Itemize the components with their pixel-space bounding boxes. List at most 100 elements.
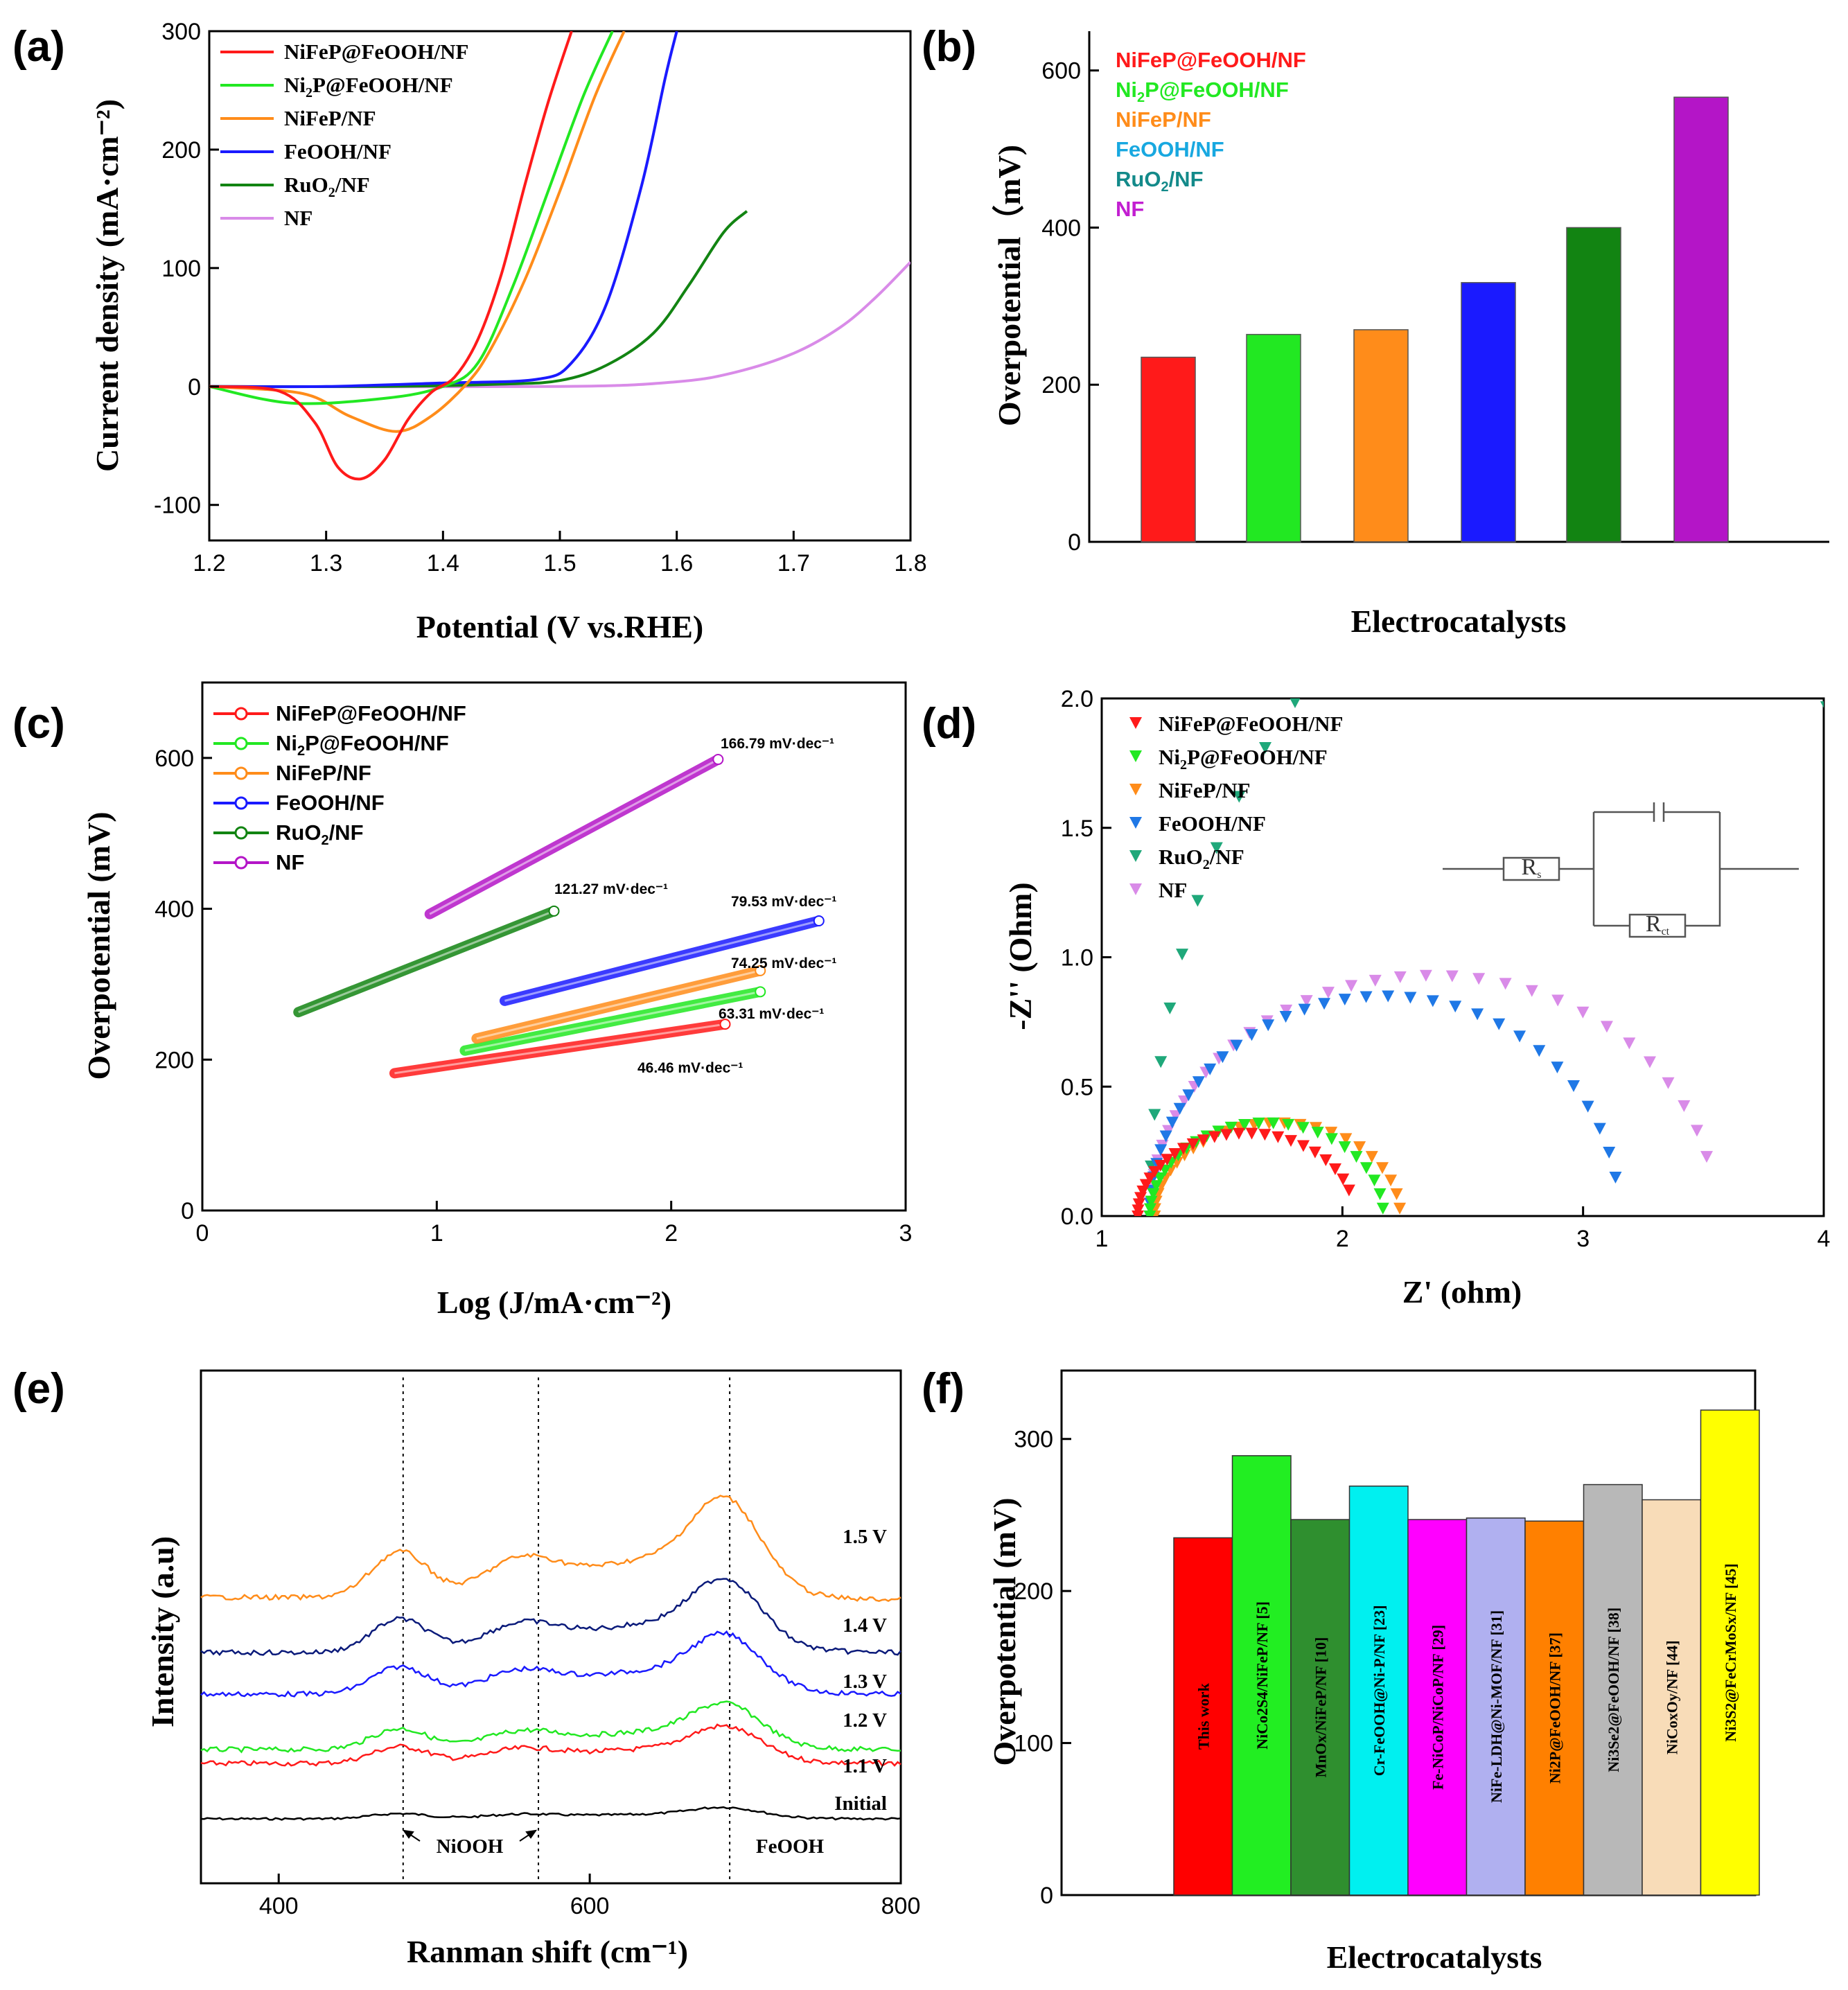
eis-point-ruo2-nf <box>1259 742 1272 755</box>
eis-point-feooh-nf <box>1279 1011 1292 1023</box>
legend-label: FeOOH/NF <box>1159 811 1266 836</box>
x-tick-label: 2 <box>1336 1226 1349 1252</box>
legend-label-main: NiFeP/NF <box>276 761 371 785</box>
x-tick-label: 600 <box>570 1893 610 1919</box>
legend-label-tail: P@FeOOH/NF <box>313 73 453 97</box>
legend-label-sub: 2 <box>297 743 305 759</box>
legend-marker <box>234 856 248 870</box>
legend-label-tail: /NF <box>1209 845 1244 869</box>
eis-point-ni2p-feooh-nf <box>1224 1121 1238 1134</box>
y-axis-title: Intensity (a.u) <box>145 1536 180 1727</box>
niooh-arrows <box>402 1829 538 1842</box>
legend-label-main: Ni <box>1116 78 1137 102</box>
eis-point-nifep-feooh-nf <box>1245 1127 1258 1140</box>
legend-label: FeOOH/NF <box>284 139 391 164</box>
y-axis-title: Overpotential（mV) <box>992 145 1027 426</box>
panel-label-a: (a) <box>12 23 65 71</box>
x-tick-label: 1 <box>430 1220 443 1247</box>
bar-category-label: Cr-FeOOH@Ni-P/NF [23] <box>1371 1605 1388 1777</box>
bar-8 <box>1642 1499 1702 1896</box>
legend-label-sub: 2 <box>328 185 335 200</box>
bar-category-label: NiCo2S4/NiFeP/NF [5] <box>1253 1601 1271 1750</box>
x-tick-label: 1.2 <box>193 550 225 576</box>
y-tick-label: 1.5 <box>1061 816 1093 842</box>
eis-point-nifep-nf <box>1384 1174 1398 1187</box>
eis-point-ruo2-nf <box>1233 791 1246 803</box>
eis-point-feooh-nf <box>1513 1030 1526 1043</box>
eis-point-feooh-nf <box>1182 1089 1195 1102</box>
eis-point-feooh-nf <box>1165 1116 1179 1129</box>
legend-marker <box>1129 883 1142 895</box>
eis-point-feooh-nf <box>1230 1039 1243 1052</box>
x-axis-title: Electrocatalysts <box>1351 604 1567 639</box>
y-tick-label: 0 <box>1040 1883 1053 1909</box>
legend-label: FeOOH/NF <box>276 791 385 815</box>
series-group <box>1132 698 1824 1216</box>
eis-point-nifep-feooh-nf <box>1308 1146 1321 1159</box>
eis-point-ruo2-nf <box>1154 1056 1168 1068</box>
legend-label: Ni2P@FeOOH/NF <box>276 731 449 759</box>
tafel-line-highlight <box>476 969 761 1040</box>
y-tick-label: 100 <box>1014 1731 1053 1757</box>
eis-point-ruo2-nf <box>1191 895 1204 907</box>
x-tick-label: 4 <box>1818 1226 1831 1252</box>
plot-frame <box>201 681 907 1212</box>
eis-point-nifep-feooh-nf <box>1342 1184 1355 1197</box>
eis-point-nf <box>1576 1006 1590 1019</box>
eis-point-nifep-feooh-nf <box>1148 1165 1161 1178</box>
eis-point-ni2p-feooh-nf <box>1238 1118 1251 1131</box>
legend-label: NiFeP@FeOOH/NF <box>1116 48 1306 72</box>
eis-point-nifep-feooh-nf <box>1220 1129 1233 1141</box>
panel-d-eis-nyquist: NiFeP@FeOOH/NFNi2P@FeOOH/NFNiFeP/NFFeOOH… <box>1003 686 1831 1310</box>
eis-point-nifep-nf <box>1365 1151 1378 1163</box>
legend-label-sub: 2 <box>321 833 328 848</box>
eis-point-ni2p-feooh-nf <box>1376 1202 1389 1215</box>
eis-point-feooh-nf <box>1581 1100 1594 1113</box>
x-tick-label: 400 <box>259 1893 299 1919</box>
bar-7 <box>1583 1483 1643 1896</box>
plot-frame <box>1100 697 1825 1217</box>
eis-point-ruo2-nf <box>1820 701 1824 708</box>
eis-point-feooh-nf <box>1567 1080 1580 1092</box>
eis-point-feooh-nf <box>1318 998 1331 1010</box>
eis-point-nf <box>1700 1151 1714 1163</box>
x-axis-title: Ranman shift (cm⁻¹) <box>407 1934 688 1969</box>
eis-point-feooh-nf <box>1154 1144 1168 1156</box>
bar-5 <box>1466 1517 1526 1896</box>
y-tick-label: 400 <box>155 897 194 923</box>
y-tick-label: 1.0 <box>1061 945 1093 971</box>
eis-point-nifep-feooh-nf <box>1232 1127 1245 1140</box>
legend-marker <box>234 707 248 721</box>
legend-label: Ni2P@FeOOH/NF <box>1159 745 1328 773</box>
eis-point-ni2p-feooh-nf <box>1338 1141 1351 1154</box>
eis-point-nifep-feooh-nf <box>1271 1131 1285 1143</box>
bar-category-label: Ni3S2@FeCrMoSx/NF [45] <box>1722 1563 1739 1741</box>
legend-label-sub: 2 <box>1180 757 1187 773</box>
eis-point-nifep-feooh-nf <box>1154 1159 1167 1172</box>
eis-point-nf <box>1643 1056 1656 1068</box>
bar-category-label: MnOx/NiFeP/NF [10] <box>1312 1637 1329 1778</box>
eis-point-ni2p-feooh-nf <box>1350 1151 1363 1163</box>
y-tick-label: 400 <box>1041 215 1081 241</box>
legend-marker <box>234 796 248 810</box>
x-tick-label: 1.8 <box>894 550 926 576</box>
y-tick-label: 200 <box>161 137 201 164</box>
legend-label-main: NiFeP/NF <box>1116 107 1211 132</box>
bar-2 <box>1290 1519 1350 1896</box>
eis-point-feooh-nf <box>1159 1130 1172 1143</box>
eis-point-ruo2-nf <box>1163 1002 1177 1014</box>
eis-point-nf <box>1369 974 1382 987</box>
eis-point-feooh-nf <box>1603 1146 1616 1159</box>
eis-point-feooh-nf <box>1245 1029 1258 1041</box>
eis-point-nifep-feooh-nf <box>1143 1172 1156 1185</box>
y-tick-label: 200 <box>1014 1578 1053 1605</box>
legend-label-main: RuO <box>1159 845 1203 869</box>
legend-label-tail: /NF <box>1169 167 1204 191</box>
series-line-feooh-nf <box>209 31 678 389</box>
series-line-ni2p-feooh-nf <box>209 31 614 405</box>
x-tick-label: 0 <box>196 1220 209 1247</box>
equivalent-circuit <box>1443 802 1799 938</box>
raman-spectrum-1-2-v <box>200 1700 901 1754</box>
eis-point-nifep-feooh-nf <box>1296 1140 1310 1152</box>
